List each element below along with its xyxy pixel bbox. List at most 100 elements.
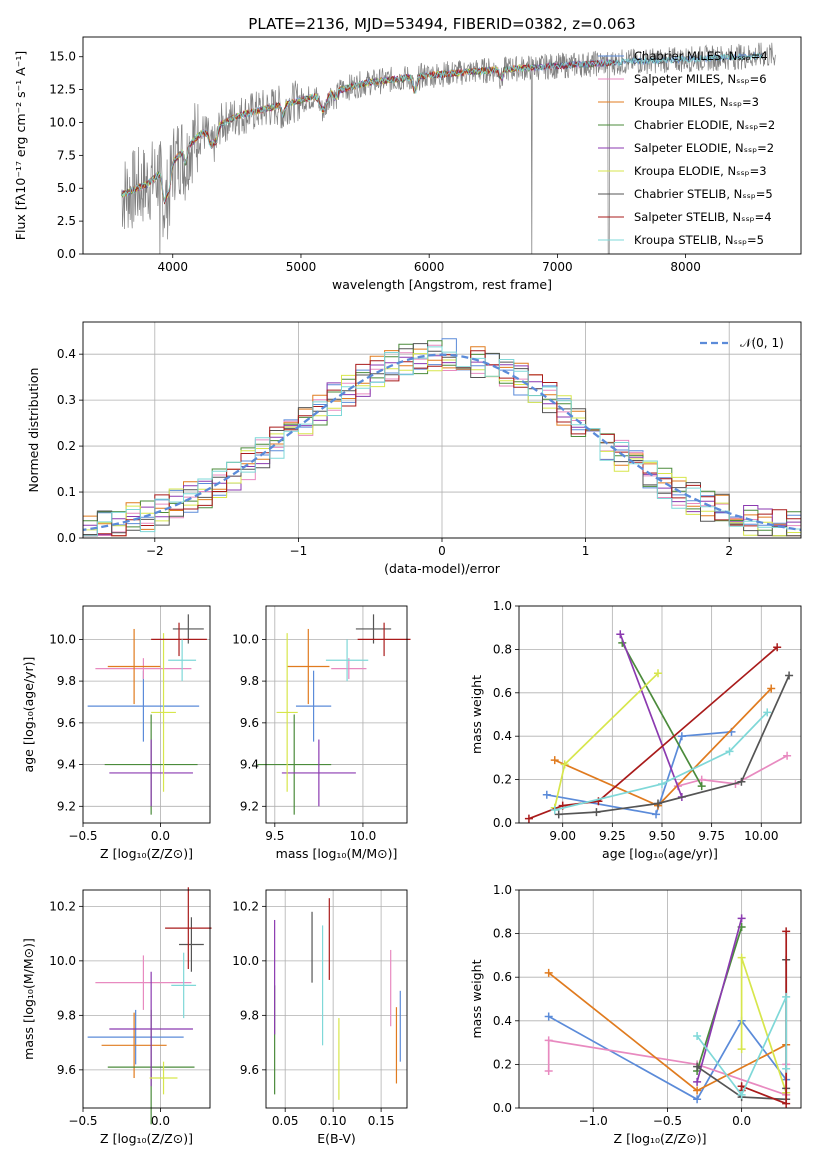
- data-point-marker: [542, 790, 551, 799]
- errorbar-point: [107, 628, 161, 705]
- y-tick-label: 9.6: [57, 716, 76, 730]
- x-tick-label: −0.5: [653, 1114, 682, 1128]
- x-tick-label: 2: [725, 544, 733, 558]
- data-point-marker: [782, 992, 791, 1001]
- y-axis-label: Flux [fλ10⁻¹⁷ erg cm⁻² s⁻¹ A⁻¹]: [13, 51, 28, 240]
- errorbar-point: [172, 614, 204, 644]
- y-tick-label: 0.3: [57, 393, 76, 407]
- x-tick-label: 8000: [670, 260, 701, 274]
- series-line: [677, 754, 788, 787]
- y-tick-label: 0.0: [57, 247, 76, 261]
- y-axis-label: mass [log₁₀(M/M⊙)]: [21, 938, 36, 1060]
- errorbar-point: [179, 917, 204, 972]
- panel-mass-vs-ebv: 0.05 0.10 0.15 9.6 9.8 10.0 10.2 E(B-V): [232, 889, 408, 1146]
- data-point-marker: [782, 1099, 791, 1108]
- x-tick-label: 4000: [157, 260, 188, 274]
- data-point-marker: [654, 799, 663, 808]
- x-axis-label: Z [log₁₀(Z/Z⊙)]: [100, 846, 193, 861]
- data-point-marker: [550, 805, 559, 814]
- errorbar-point: [95, 658, 192, 680]
- errorbar-point: [276, 633, 298, 792]
- plot-area: [83, 338, 801, 537]
- data-point-marker: [544, 1036, 553, 1045]
- y-tick-label: 10.0: [232, 954, 259, 968]
- axes-frame: [82, 889, 211, 1109]
- x-tick-label: 5000: [286, 260, 317, 274]
- y-tick-label: 0.0: [493, 816, 512, 830]
- y-tick-label: 10.0: [49, 632, 76, 646]
- panel-age-vs-Z: −0.5 0.0 9.2 9.4 9.6 9.8 10.0 Z [log₁₀(Z/Z⊙)] ag…: [21, 605, 211, 861]
- errorbar-point: [331, 658, 367, 680]
- series-line: [619, 633, 683, 798]
- series-line: [546, 731, 732, 816]
- panel-age-vs-mass: 9.5 10.0 9.2 9.4 9.6 9.8 10.0 mass [log₁₀(M/M⊙)…: [232, 605, 411, 861]
- y-tick-label: 0.0: [493, 1101, 512, 1115]
- data-point-marker: [697, 782, 706, 791]
- x-axis-label: Z [log₁₀(Z/Z⊙)]: [100, 1131, 193, 1146]
- data-point-marker: [693, 1062, 702, 1071]
- histogram-step-line: [83, 350, 801, 537]
- axes-frame: [82, 321, 802, 539]
- series-line: [558, 675, 790, 816]
- x-tick-label: 1: [582, 544, 590, 558]
- y-tick-label: 10.0: [49, 115, 76, 129]
- normal-curve-line: [83, 353, 801, 532]
- x-axis-label: E(B-V): [317, 1131, 356, 1146]
- y-tick-label: 0.4: [57, 347, 76, 361]
- x-axis-label: (data-model)/error: [384, 561, 501, 576]
- legend-entry: Kroupa MILES, Nₛₛₚ=3: [634, 95, 759, 109]
- data-point-marker: [544, 968, 553, 977]
- y-tick-label: 9.8: [240, 674, 259, 688]
- errorbar-point: [257, 714, 332, 815]
- x-axis-label: wavelength [Angstrom, rest frame]: [332, 277, 552, 292]
- y-tick-label: 0.0: [57, 531, 76, 545]
- data-point-marker: [560, 760, 569, 769]
- series-line: [696, 996, 788, 1097]
- legend-entry: Kroupa STELIB, Nₛₛₚ=5: [634, 233, 764, 247]
- y-tick-label: 9.2: [57, 799, 76, 813]
- figure-title: PLATE=2136, MJD=53494, FIBERID=0382, z=0…: [248, 15, 635, 33]
- data-point-marker: [554, 810, 563, 819]
- plot-area: [87, 887, 212, 1125]
- histogram-step-line: [83, 346, 801, 537]
- legend-entry: Kroupa ELODIE, Nₛₛₚ=3: [634, 164, 767, 178]
- errorbar-point: [295, 670, 332, 742]
- data-point-marker: [737, 1082, 746, 1091]
- errorbar-point: [87, 1009, 184, 1065]
- x-tick-label: 9.25: [599, 829, 626, 843]
- y-tick-label: 0.4: [493, 729, 512, 743]
- errorbar-point: [355, 614, 392, 644]
- legend-entry: 𝒩(0, 1): [740, 336, 784, 350]
- x-tick-label: −0.5: [68, 829, 97, 843]
- y-tick-label: 15.0: [49, 50, 76, 64]
- legend-entry: Chabrier MILES, Nₛₛₚ=4: [634, 49, 768, 63]
- data-point-marker: [737, 914, 746, 923]
- panel-residuals: −2 −1 0 1 2 0.0 0.1 0.2 0.3 0.4 (data-model)/error…: [26, 321, 802, 576]
- errorbar-point: [95, 955, 192, 1010]
- y-axis-label: mass weight: [469, 959, 484, 1038]
- x-tick-label: 0.10: [320, 1114, 347, 1128]
- y-tick-label: 0.2: [57, 439, 76, 453]
- series-line: [554, 711, 768, 811]
- data-point-marker: [652, 810, 661, 819]
- series-line: [621, 642, 703, 787]
- errorbar-point: [151, 633, 176, 792]
- y-tick-label: 9.8: [57, 674, 76, 688]
- x-tick-label: 0.0: [151, 1114, 170, 1128]
- errorbar-point: [357, 622, 411, 657]
- errorbar-point: [109, 971, 193, 1087]
- y-tick-label: 0.8: [493, 642, 512, 656]
- series-line: [740, 931, 788, 1105]
- y-tick-label: 9.6: [57, 1063, 76, 1077]
- errorbar-point: [151, 622, 207, 657]
- errorbar-point: [287, 628, 330, 705]
- y-tick-label: 9.6: [240, 1063, 259, 1077]
- y-tick-label: 5.0: [57, 181, 76, 195]
- x-tick-label: 10.00: [744, 829, 778, 843]
- errorbar-point: [171, 952, 197, 1019]
- legend-entry: Salpeter MILES, Nₛₛₚ=6: [634, 72, 767, 86]
- y-tick-label: 0.1: [57, 485, 76, 499]
- x-tick-label: 7000: [542, 260, 573, 274]
- data-point-marker: [737, 1090, 746, 1099]
